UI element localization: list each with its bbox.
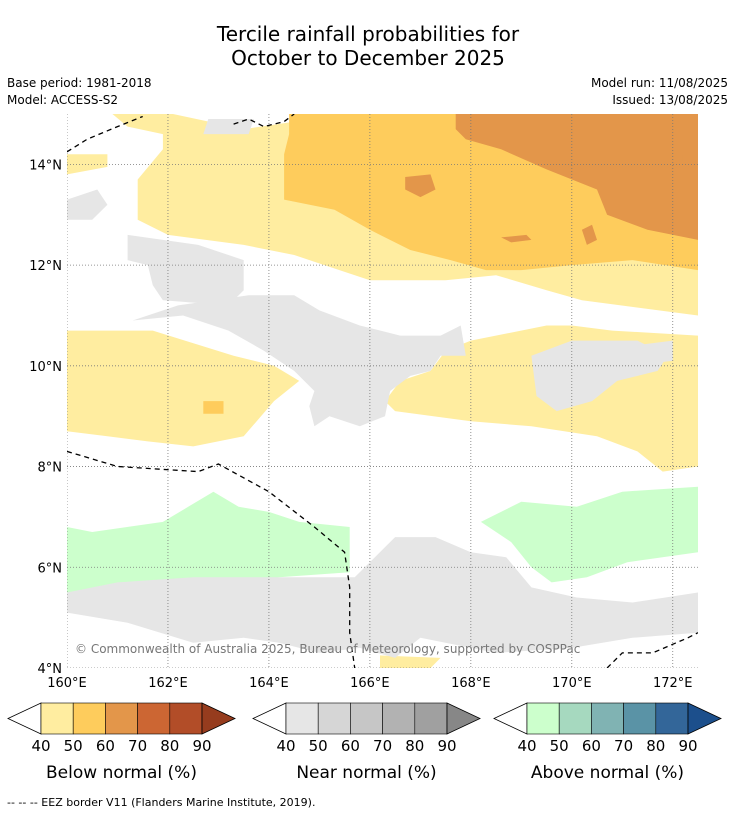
region-below-60-9 (501, 234, 532, 243)
lat-tick-label: 12°N (29, 259, 62, 274)
colorbar-segment (169, 702, 203, 735)
eez-borders (67, 114, 698, 668)
region-below-60-10 (581, 224, 597, 245)
region-below-40-1 (67, 154, 108, 175)
colorbar-segment (623, 702, 657, 735)
region-below-40-2 (67, 330, 300, 447)
eez-legend-note: -- -- -- EEZ border V11 (Flanders Marine… (7, 796, 316, 809)
colorbar-0: 40 50 60 70 80 90 Below normal (%) (7, 702, 236, 783)
colorbar-tick-label: 80 (160, 737, 179, 755)
colorbars: 40 50 60 70 80 90 Below normal (%) 40 50 60 70 80 90… (7, 702, 722, 783)
region-near-40-16 (67, 537, 698, 658)
model-name: Model: ACCESS-S2 (7, 93, 119, 107)
lon-tick-label: 172°E (653, 676, 693, 691)
region-above-40-20 (480, 486, 698, 583)
colorbar-segment (40, 702, 74, 735)
title-line-1: Tercile rainfall probabilities for (216, 22, 520, 46)
axis-ticks: 160°E 162°E 164°E 166°E 168°E 170°E 172°E 4°N 6°… (29, 158, 692, 691)
copyright-notice: © Commonwealth of Australia 2025, Bureau… (75, 642, 580, 656)
region-near-40-13 (132, 295, 466, 427)
colorbar-segment (317, 702, 351, 735)
probability-regions (67, 114, 698, 668)
lat-tick-label: 8°N (38, 461, 63, 476)
region-near-40-15 (531, 340, 668, 412)
colorbar-tick-label: 50 (550, 737, 569, 755)
region-near-40-18 (203, 119, 254, 135)
model-run: Model run: 11/08/2025 (590, 76, 728, 90)
colorbar-tick-label: 60 (96, 737, 115, 755)
colorbar-segment (137, 702, 171, 735)
lon-tick-label: 168°E (451, 676, 491, 691)
colorbar-tick-label: 50 (309, 737, 328, 755)
colorbar-tick-label: 80 (646, 737, 665, 755)
region-below-60-7 (455, 114, 698, 240)
region-below-60-11 (662, 154, 683, 162)
eez-border-0 (67, 115, 143, 153)
eez-border-1 (233, 114, 295, 128)
colorbar-segment (526, 702, 560, 735)
region-below-40-4 (380, 655, 441, 668)
colorbar-title: Below normal (%) (46, 763, 197, 783)
colorbar-tick-label: 70 (614, 737, 633, 755)
lon-tick-label: 166°E (350, 676, 390, 691)
colorbar-segment (350, 702, 383, 735)
colorbar-tick-label: 40 (276, 737, 295, 755)
colorbar-segment (105, 702, 138, 735)
issued-date: Issued: 13/08/2025 (612, 93, 728, 107)
region-below-50-6 (203, 401, 224, 414)
region-near-40-12 (127, 234, 244, 306)
colorbar-tick-label: 70 (373, 737, 392, 755)
region-below-60-8 (405, 174, 436, 198)
lat-tick-label: 6°N (38, 561, 63, 576)
lon-tick-label: 162°E (148, 676, 188, 691)
colorbar-title: Near normal (%) (296, 763, 436, 783)
colorbar-tick-label: 90 (437, 737, 456, 755)
lat-tick-label: 14°N (29, 158, 62, 173)
lat-tick-label: 10°N (29, 360, 62, 375)
colorbar-arrow-low (493, 702, 528, 735)
colorbar-tick-label: 80 (405, 737, 424, 755)
colorbar-arrow-high (687, 702, 722, 735)
colorbar-2: 40 50 60 70 80 90 Above normal (%) (493, 702, 722, 783)
colorbar-segment (655, 702, 689, 735)
colorbar-arrow-low (7, 702, 42, 735)
lon-tick-label: 160°E (47, 676, 87, 691)
colorbar-tick-label: 60 (582, 737, 601, 755)
colorbar-segment (414, 702, 448, 735)
colorbar-tick-label: 40 (31, 737, 50, 755)
region-above-40-19 (67, 491, 350, 593)
colorbar-arrow-high (201, 702, 236, 735)
eez-border-2 (67, 450, 356, 668)
colorbar-tick-label: 90 (192, 737, 211, 755)
colorbar-tick-label: 40 (517, 737, 536, 755)
colorbar-tick-label: 70 (128, 737, 147, 755)
colorbar-tick-label: 60 (341, 737, 360, 755)
colorbar-segment (558, 702, 592, 735)
map-title: Tercile rainfall probabilities for Octob… (0, 22, 736, 70)
colorbar-segment (382, 702, 416, 735)
colorbar-segment (591, 702, 624, 735)
region-near-40-17 (67, 189, 108, 220)
colorbar-segment (285, 702, 319, 735)
colorbar-segment (72, 702, 106, 735)
colorbar-arrow-low (252, 702, 287, 735)
colorbar-arrow-high (446, 702, 481, 735)
lat-tick-label: 4°N (38, 662, 63, 677)
lon-tick-label: 170°E (552, 676, 592, 691)
colorbar-tick-label: 50 (64, 737, 83, 755)
colorbar-tick-label: 90 (678, 737, 697, 755)
gridlines (67, 114, 698, 668)
meta-left: Base period: 1981-2018 Model: ACCESS-S2 (7, 75, 152, 109)
eez-border-3 (606, 632, 698, 668)
colorbar-title: Above normal (%) (531, 763, 684, 783)
lon-tick-label: 164°E (249, 676, 289, 691)
meta-right: Model run: 11/08/2025 Issued: 13/08/2025 (591, 75, 728, 109)
title-line-2: October to December 2025 (231, 46, 505, 70)
base-period: Base period: 1981-2018 (7, 76, 152, 90)
